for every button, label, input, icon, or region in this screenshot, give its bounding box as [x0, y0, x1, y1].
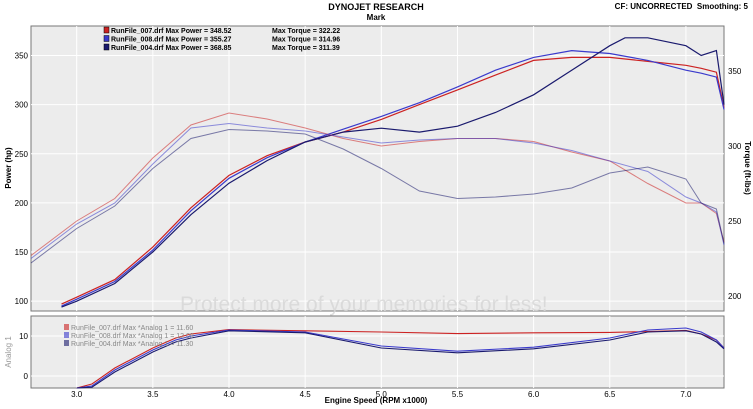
chart-subtitle: Mark: [367, 13, 386, 22]
x-tick-label: 7.0: [680, 390, 692, 399]
analog-axis-label: Analog 1: [4, 336, 13, 368]
legend-label: RunFile_008.drf Max Power = 355.27: [111, 37, 232, 44]
chart-title: DYNOJET RESEARCH: [328, 2, 424, 12]
analog-legend-swatch: [64, 340, 69, 346]
top-y-tick-labels: 100 150 200 250 300 350: [15, 51, 29, 306]
x-tick-label: 4.0: [223, 390, 235, 399]
y-tick-label: 200: [15, 199, 29, 208]
y-tick-label: 150: [15, 248, 29, 257]
legend-torque: Max Torque = 322.22: [272, 28, 340, 35]
legend-torque: Max Torque = 314.96: [272, 37, 340, 44]
analog-y-tick-label: 0: [24, 372, 29, 381]
legend-swatch: [103, 35, 110, 42]
legend-swatch: [103, 26, 110, 34]
top-y2-tick-labels: 200 250 300 350: [728, 67, 742, 301]
x-tick-label: 3.0: [71, 390, 83, 399]
legend-label: RunFile_007.drf Max Power = 348.52: [111, 28, 232, 35]
series-line-power-runfile-008: [61, 49, 725, 307]
x-tick-label: 6.5: [604, 390, 616, 399]
y-tick-label: 250: [15, 150, 29, 159]
legend-swatch: [103, 43, 110, 51]
power-axis-label: Power (hp): [4, 147, 13, 189]
top-legend: RunFile_007.drf Max Power = 348.52 Max To…: [103, 26, 340, 52]
top-plot-grid: [31, 26, 724, 311]
x-tick-label: 3.5: [147, 390, 159, 399]
analog-legend-swatch: [64, 332, 69, 338]
series-line-power-runfile-007: [61, 56, 725, 305]
bottom-y-tick-labels: 0 10: [19, 332, 28, 381]
top-plot-series: [30, 37, 725, 308]
series-line-torque-runfile-008: [30, 122, 725, 259]
series-line-power-runfile-004: [61, 37, 725, 308]
analog-line-runfile-004: [76, 330, 725, 389]
y2-tick-label: 250: [728, 217, 742, 226]
watermark: Protect more of your memories for less!: [180, 293, 548, 316]
bottom-legend: RunFile_007.drf Max *Analog 1 = 11.60Run…: [64, 324, 194, 348]
x-tick-labels: 3.0 3.5 4.0 4.5 5.0 5.5 6.0 6.5 7.0: [71, 390, 692, 399]
x-tick-label: 5.5: [452, 390, 464, 399]
legend-torque: Max Torque = 311.39: [272, 45, 340, 52]
analog-line-runfile-008: [76, 327, 725, 389]
analog-legend-label: RunFile_007.drf Max *Analog 1 = 11.60: [71, 325, 193, 332]
x-tick-label: 5.0: [376, 390, 388, 399]
y-tick-label: 300: [15, 101, 29, 110]
x-tick-label: 4.5: [300, 390, 312, 399]
power-torque-plot: 100 150 200 250 300 350 200 250 300 350 Protect …: [4, 25, 752, 316]
y-tick-label: 350: [15, 51, 29, 60]
series-line-torque-runfile-004: [30, 128, 725, 264]
analog-plot: 0 10 RunFile_007.drf Max *Analog 1 = 11.6…: [4, 315, 725, 389]
x-axis-label: Engine Speed (RPM x1000): [325, 396, 428, 405]
bottom-plot-series: [76, 327, 725, 389]
analog-legend-label: RunFile_008.drf Max *Analog 1 = 12.09: [71, 333, 194, 340]
analog-y-tick-label: 10: [19, 332, 28, 341]
y2-tick-label: 200: [728, 292, 742, 301]
x-tick-label: 6.0: [528, 390, 540, 399]
y-tick-label: 100: [15, 297, 29, 306]
torque-axis-label: Torque (ft-lbs): [743, 141, 752, 195]
y2-tick-label: 300: [728, 142, 742, 151]
correction-info: CF: UNCORRECTED Smoothing: 5: [615, 2, 749, 11]
series-line-torque-runfile-007: [30, 112, 725, 256]
legend-label: RunFile_004.drf Max Power = 368.85: [111, 45, 232, 52]
analog-legend-swatch: [64, 324, 69, 330]
analog-legend-label: RunFile_004.drf Max *Analog 1 = 11.30: [71, 341, 193, 348]
top-plot-frame: [30, 25, 725, 312]
y2-tick-label: 350: [728, 67, 742, 76]
